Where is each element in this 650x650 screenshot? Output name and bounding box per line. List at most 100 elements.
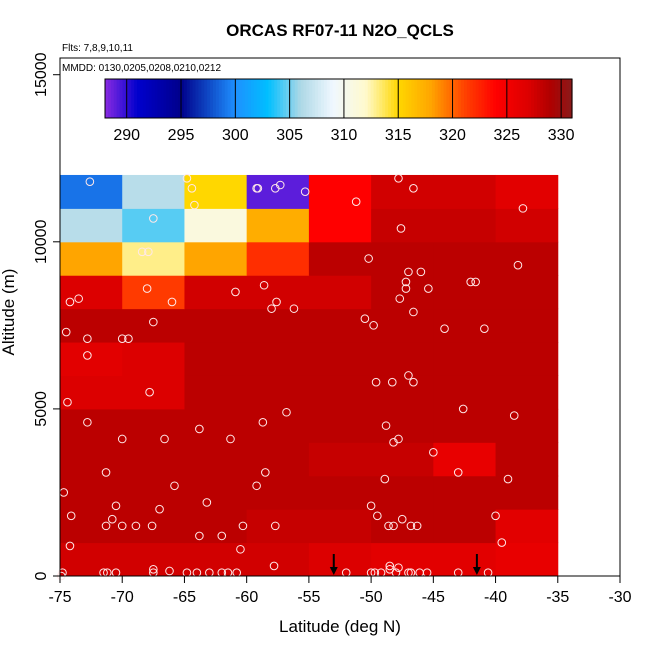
observation-point: [300, 187, 310, 196]
colorbar-segment: [469, 79, 474, 118]
heatmap-cell: [246, 408, 310, 443]
heatmap-cell: [433, 275, 497, 310]
colorbar-segment: [268, 79, 272, 118]
colorbar-segment: [192, 79, 197, 118]
heatmap-cell: [308, 208, 372, 243]
dates-note: MMDD: 0130,0205,0208,0210,0212: [62, 63, 221, 74]
heatmap-cell: [308, 375, 372, 410]
colorbar-segment: [499, 79, 503, 118]
colorbar-segment: [361, 79, 366, 118]
colorbar-segment: [431, 79, 436, 118]
colorbar-segment: [493, 79, 497, 118]
heatmap-cell: [184, 509, 248, 544]
y-tick-label: 15000: [33, 52, 50, 97]
colorbar-segment: [516, 79, 521, 118]
heatmap-cell: [308, 442, 372, 477]
heatmap-cell: [122, 342, 185, 376]
observation-point: [480, 324, 489, 333]
colorbar-segment: [341, 79, 345, 118]
heatmap-cell: [433, 208, 497, 243]
colorbar-segment: [531, 79, 535, 118]
colorbar-segment: [350, 79, 354, 118]
latitude-arrow: [329, 554, 338, 575]
observation-point: [231, 287, 240, 297]
heatmap-cell: [371, 342, 434, 376]
colorbar-segment: [399, 79, 404, 118]
y-axis-label: Altitude (m): [0, 269, 18, 356]
observation-point: [369, 321, 378, 330]
colorbar-tick-label: 325: [493, 127, 520, 144]
colorbar-tick-label: 320: [439, 127, 466, 144]
colorbar-segment: [306, 79, 310, 118]
colorbar-segment: [420, 79, 424, 118]
observation-point: [269, 561, 279, 571]
colorbar-segment: [189, 79, 194, 118]
x-tick-label: -30: [608, 589, 631, 606]
colorbar-segment: [484, 79, 488, 118]
colorbar-segment: [230, 79, 235, 118]
heatmap-cell: [60, 542, 123, 577]
observation-point: [267, 304, 276, 313]
observation-point: [85, 177, 95, 186]
colorbar-segment: [204, 79, 208, 118]
heatmap-cell: [184, 208, 248, 243]
observation-point: [389, 521, 398, 531]
heatmap-cell: [433, 342, 497, 376]
colorbar-segment: [332, 79, 337, 118]
colorbar-segment: [373, 79, 378, 118]
observation-point: [366, 501, 376, 511]
colorbar-segment: [315, 79, 319, 118]
colorbar-segment: [519, 79, 523, 118]
latitude-arrow: [472, 554, 481, 575]
colorbar-segment: [227, 79, 232, 118]
heatmap-cell: [308, 342, 372, 376]
heatmap-cell: [184, 275, 248, 310]
colorbar-segment: [318, 79, 322, 118]
colorbar-segment: [148, 79, 153, 118]
heatmap-cell: [184, 442, 248, 477]
colorbar-segment: [449, 79, 453, 118]
observation-point: [270, 521, 280, 531]
colorbar-segment: [347, 79, 351, 118]
colorbar-segment: [239, 79, 243, 118]
heatmap-cell: [184, 408, 248, 443]
observation-point: [385, 561, 395, 571]
colorbar-segment: [496, 79, 500, 118]
observation-point: [466, 277, 475, 287]
colorbar-segment: [569, 79, 573, 118]
heatmap-cell: [122, 275, 185, 310]
colorbar-segment: [536, 79, 541, 118]
heatmap-cell: [60, 442, 123, 477]
colorbar-segment: [218, 79, 223, 118]
colorbar-segment: [490, 79, 494, 118]
heatmap-cell: [308, 509, 372, 544]
colorbar: 290 295 300 305 310 315 320 325 330: [104, 78, 575, 144]
observation-point: [384, 521, 393, 531]
heatmap-cell: [60, 408, 123, 443]
observation-point: [404, 267, 413, 277]
observation-points: [56, 174, 528, 581]
colorbar-segment: [364, 79, 369, 118]
colorbar-segment: [157, 79, 162, 118]
colorbar-segment: [221, 79, 226, 118]
heatmap-cell: [122, 241, 185, 276]
heatmap-cell: [60, 509, 123, 544]
colorbar-segment: [250, 79, 255, 118]
heatmap-cell: [122, 174, 185, 209]
colorbar-segment: [437, 79, 442, 118]
observation-point: [412, 521, 422, 531]
heatmap-cell: [495, 275, 559, 310]
latitude-arrows: [329, 554, 481, 575]
heatmap-cell: [60, 241, 123, 276]
colorbar-segment: [440, 79, 445, 118]
observation-point: [149, 317, 158, 327]
heatmap-cell: [246, 275, 310, 310]
colorbar-segment: [510, 79, 515, 118]
chart-title: ORCAS RF07-11 N2O_QCLS: [226, 21, 454, 40]
colorbar-segment: [423, 79, 427, 118]
colorbar-segment: [107, 79, 112, 118]
colorbar-segment: [163, 79, 167, 118]
colorbar-tick-label: 315: [385, 127, 412, 144]
colorbar-segment: [338, 79, 343, 118]
x-tick-label: -55: [297, 589, 320, 606]
